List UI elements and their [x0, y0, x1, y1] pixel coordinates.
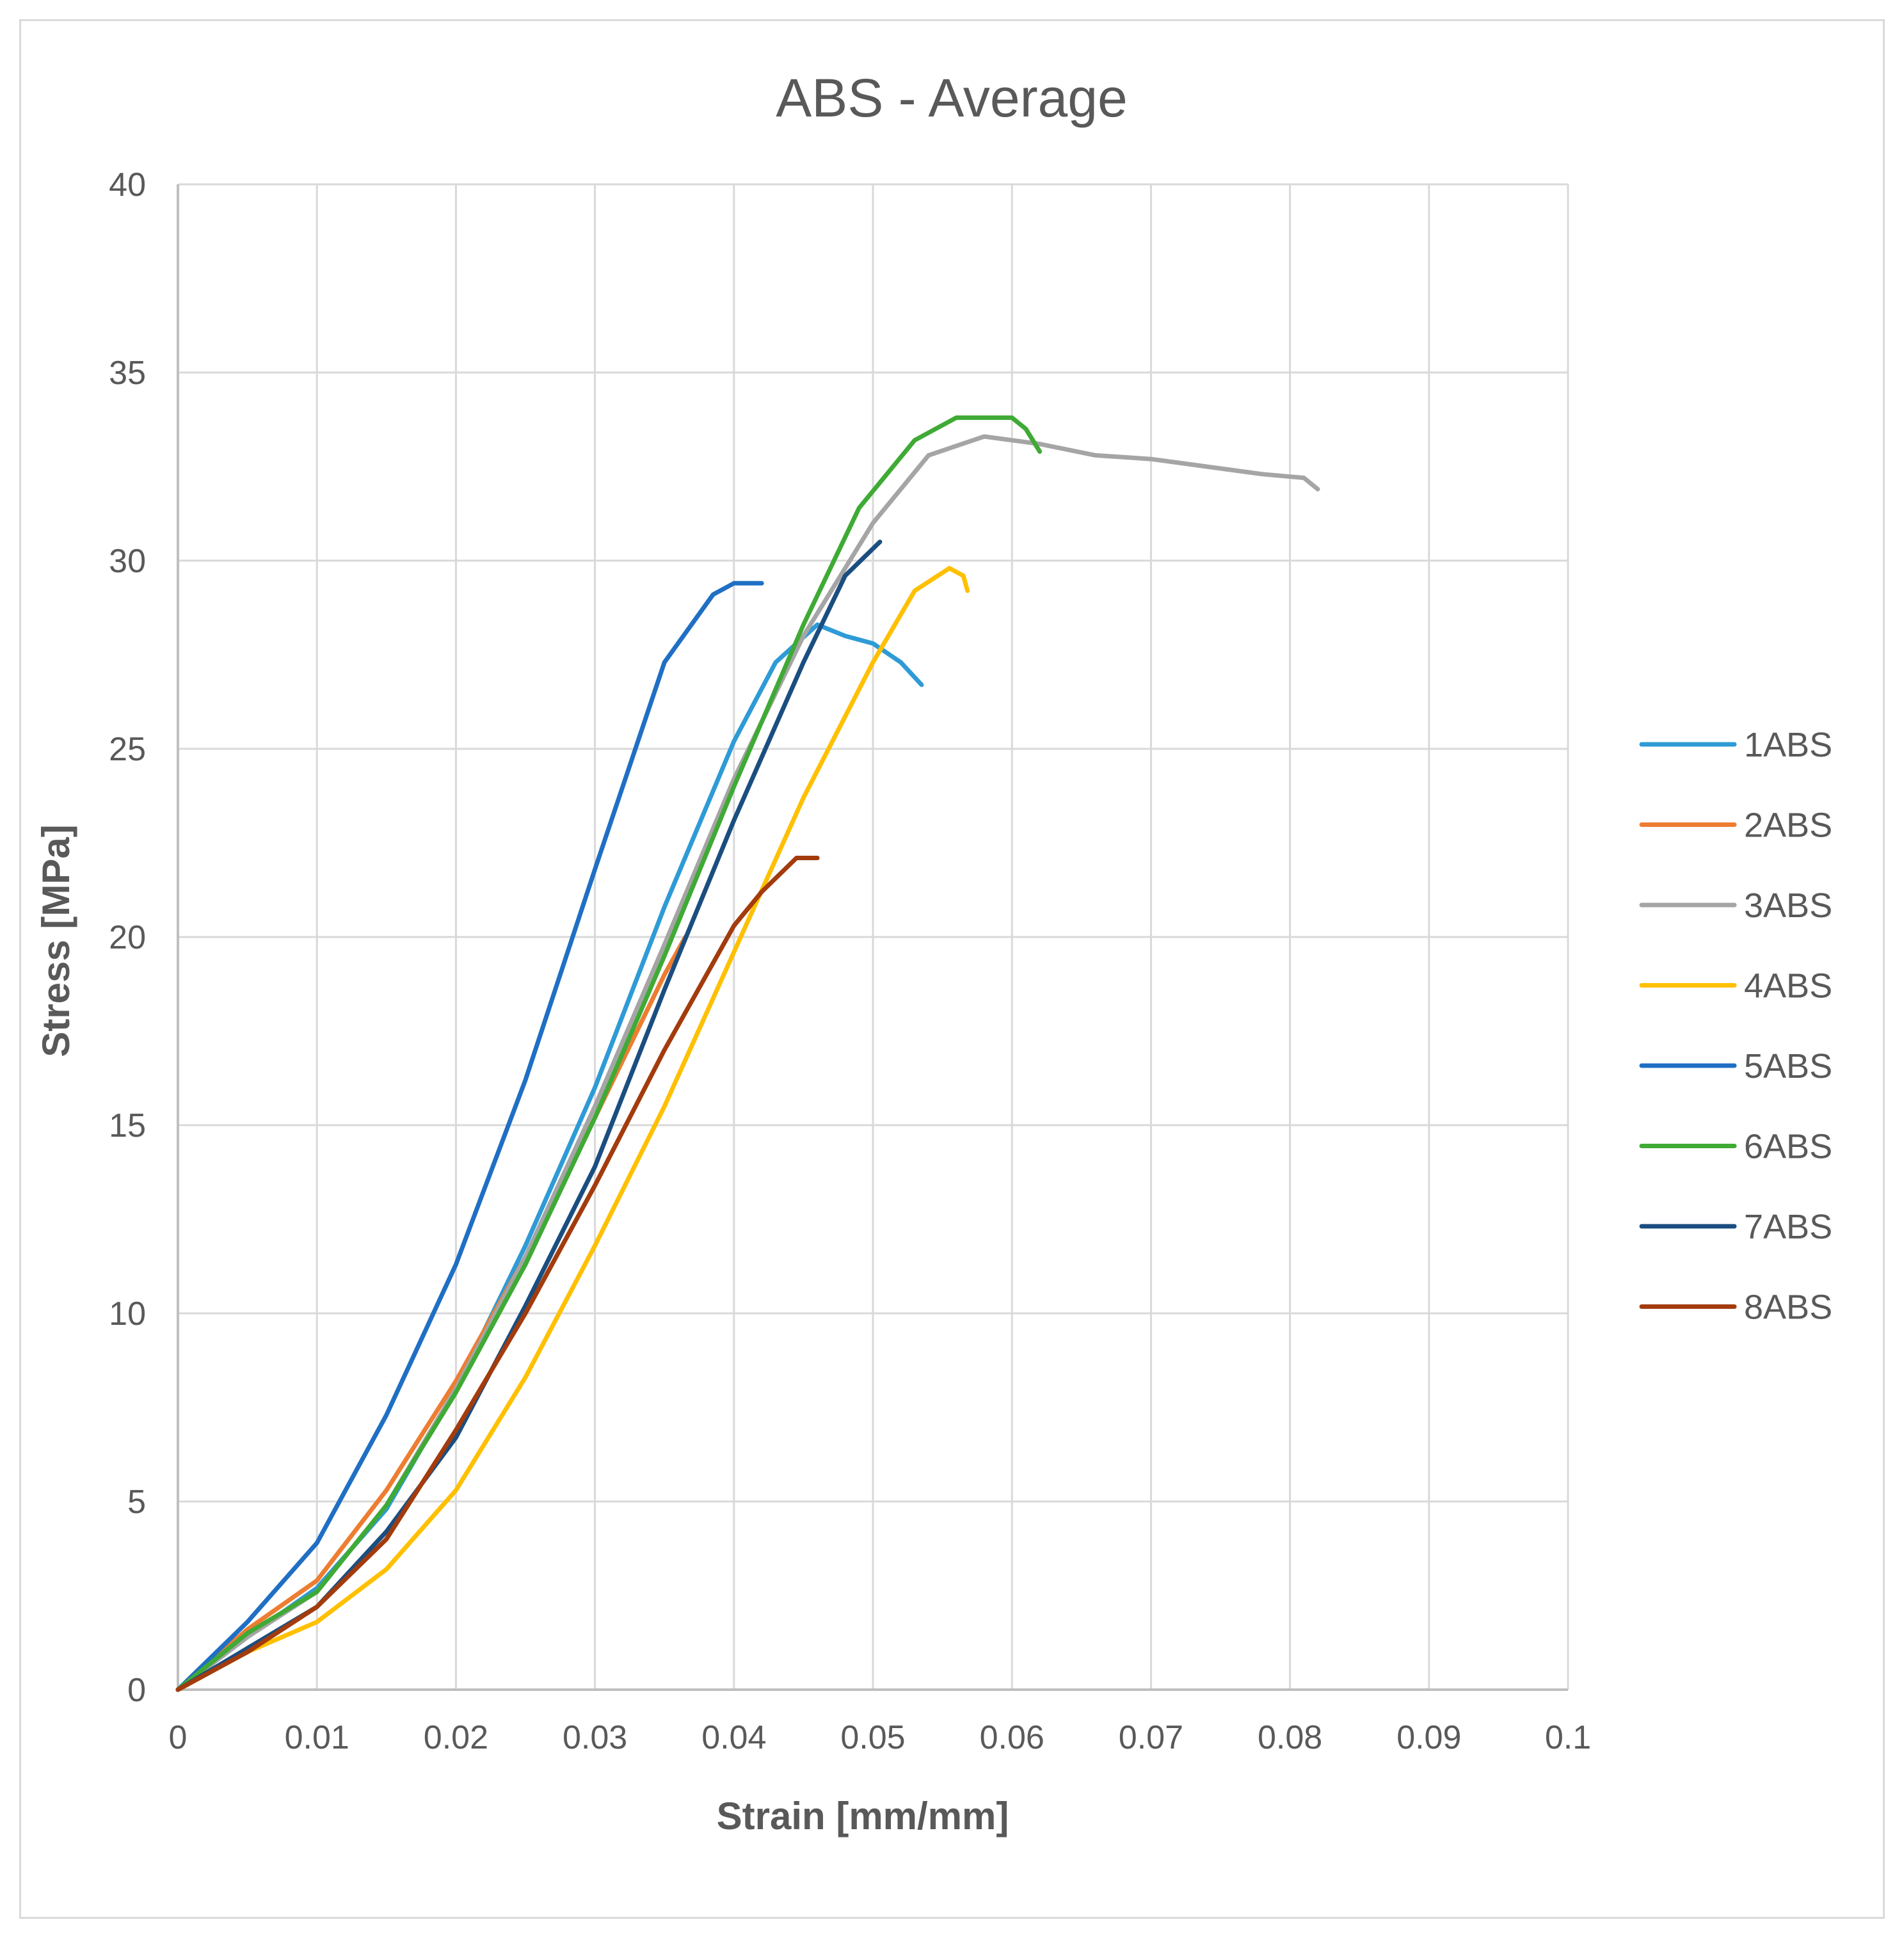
legend-item-7abs: 7ABS	[1639, 1208, 1832, 1246]
legend-item-5abs: 5ABS	[1639, 1047, 1832, 1085]
legend-item-6abs: 6ABS	[1639, 1128, 1832, 1166]
legend-label: 3ABS	[1744, 886, 1832, 925]
series-line-4abs	[175, 566, 970, 1692]
x-tick-label: 0.08	[1258, 1719, 1322, 1756]
x-tick-label: 0.01	[285, 1719, 349, 1756]
y-tick-label: 40	[109, 166, 146, 204]
series-line-2abs	[175, 934, 688, 1692]
y-tick-label: 25	[109, 731, 146, 768]
legend-label: 5ABS	[1744, 1047, 1832, 1085]
x-tick-label: 0.09	[1396, 1719, 1461, 1756]
legend-item-8abs: 8ABS	[1639, 1288, 1832, 1327]
x-tick-label: 0.06	[980, 1719, 1044, 1756]
legend-label: 8ABS	[1744, 1288, 1832, 1327]
series-lines	[175, 415, 1320, 1692]
y-tick-label: 5	[127, 1484, 146, 1521]
series-line-8abs	[175, 856, 820, 1692]
x-tick-label: 0.05	[840, 1719, 905, 1756]
x-axis-title: Strain [mm/mm]	[717, 1795, 1009, 1838]
legend-item-2abs: 2ABS	[1639, 806, 1832, 845]
y-tick-label: 35	[109, 355, 146, 392]
legend-item-4abs: 4ABS	[1639, 967, 1832, 1005]
x-tick-labels: 0 0.01 0.02 0.03 0.04 0.05 0.06 0.07 0.08 0.09 0.1	[169, 1719, 1592, 1756]
legend: 1ABS 2ABS 3ABS 4ABS 5ABS 6ABS 7ABS 8ABS	[1639, 726, 1832, 1327]
legend-label: 7ABS	[1744, 1208, 1832, 1246]
y-axis-title: Stress [MPa]	[35, 824, 77, 1057]
y-tick-label: 10	[109, 1295, 146, 1333]
y-tick-label: 30	[109, 543, 146, 580]
x-tick-label: 0.02	[424, 1719, 488, 1756]
series-line-7abs	[175, 540, 883, 1692]
legend-item-3abs: 3ABS	[1639, 886, 1832, 925]
legend-item-1abs: 1ABS	[1639, 726, 1832, 764]
x-tick-label: 0	[169, 1719, 188, 1756]
x-tick-label: 0.03	[563, 1719, 627, 1756]
legend-label: 6ABS	[1744, 1128, 1832, 1166]
legend-label: 4ABS	[1744, 967, 1832, 1005]
y-tick-label: 0	[127, 1672, 146, 1709]
chart-frame	[19, 19, 1885, 1919]
y-tick-labels: 0 5 10 15 20 25 30 35 40	[109, 166, 146, 1709]
y-gridlines	[178, 183, 1568, 1503]
series-line-5abs	[175, 581, 764, 1692]
legend-label: 2ABS	[1744, 806, 1832, 845]
x-tick-label: 0.07	[1119, 1719, 1183, 1756]
chart-title: ABS - Average	[776, 68, 1127, 128]
y-tick-label: 15	[109, 1107, 146, 1144]
series-line-6abs	[175, 415, 1043, 1692]
y-tick-label: 20	[109, 919, 146, 956]
x-tick-label: 0.04	[701, 1719, 766, 1756]
legend-label: 1ABS	[1744, 726, 1832, 764]
x-tick-label: 0.1	[1545, 1719, 1591, 1756]
